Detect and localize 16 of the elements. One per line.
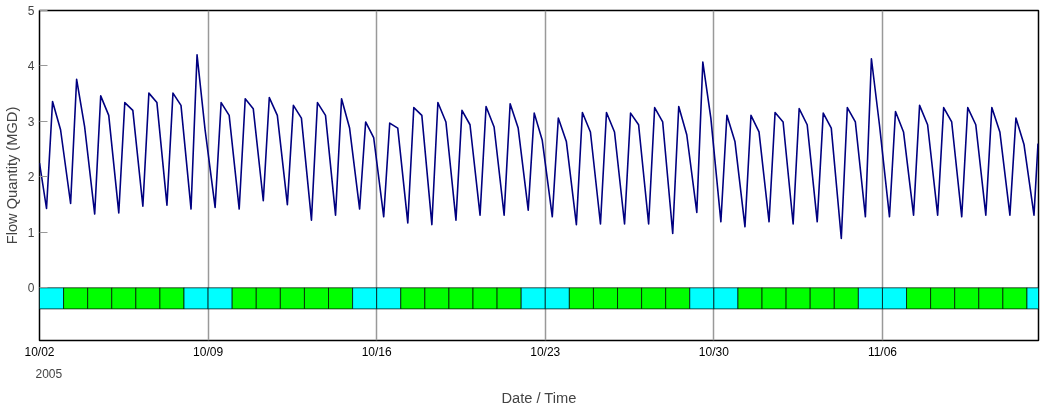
y-tick-label: 3 xyxy=(27,114,35,129)
x-tick-label: 11/06 xyxy=(867,344,898,359)
x-tick-label: 10/16 xyxy=(361,344,393,359)
x-tick-label: 10/30 xyxy=(698,344,730,359)
y-axis-title: Flow Quantity (MGD) xyxy=(3,106,20,245)
y-tick-label: 2 xyxy=(27,170,35,185)
x-tick-label: 10/23 xyxy=(530,344,561,359)
x-axis-title: Date / Time xyxy=(501,389,577,406)
x-tick-label: 10/02 xyxy=(24,344,55,359)
y-tick-label: 4 xyxy=(27,59,35,74)
text: 2005 xyxy=(35,366,63,381)
y-tick-label: 0 xyxy=(27,281,35,296)
y-tick-label: 5 xyxy=(27,4,35,18)
line-series xyxy=(39,54,1039,240)
x-tick-label: 10/09 xyxy=(193,344,224,359)
y-tick-label: 1 xyxy=(27,225,35,240)
